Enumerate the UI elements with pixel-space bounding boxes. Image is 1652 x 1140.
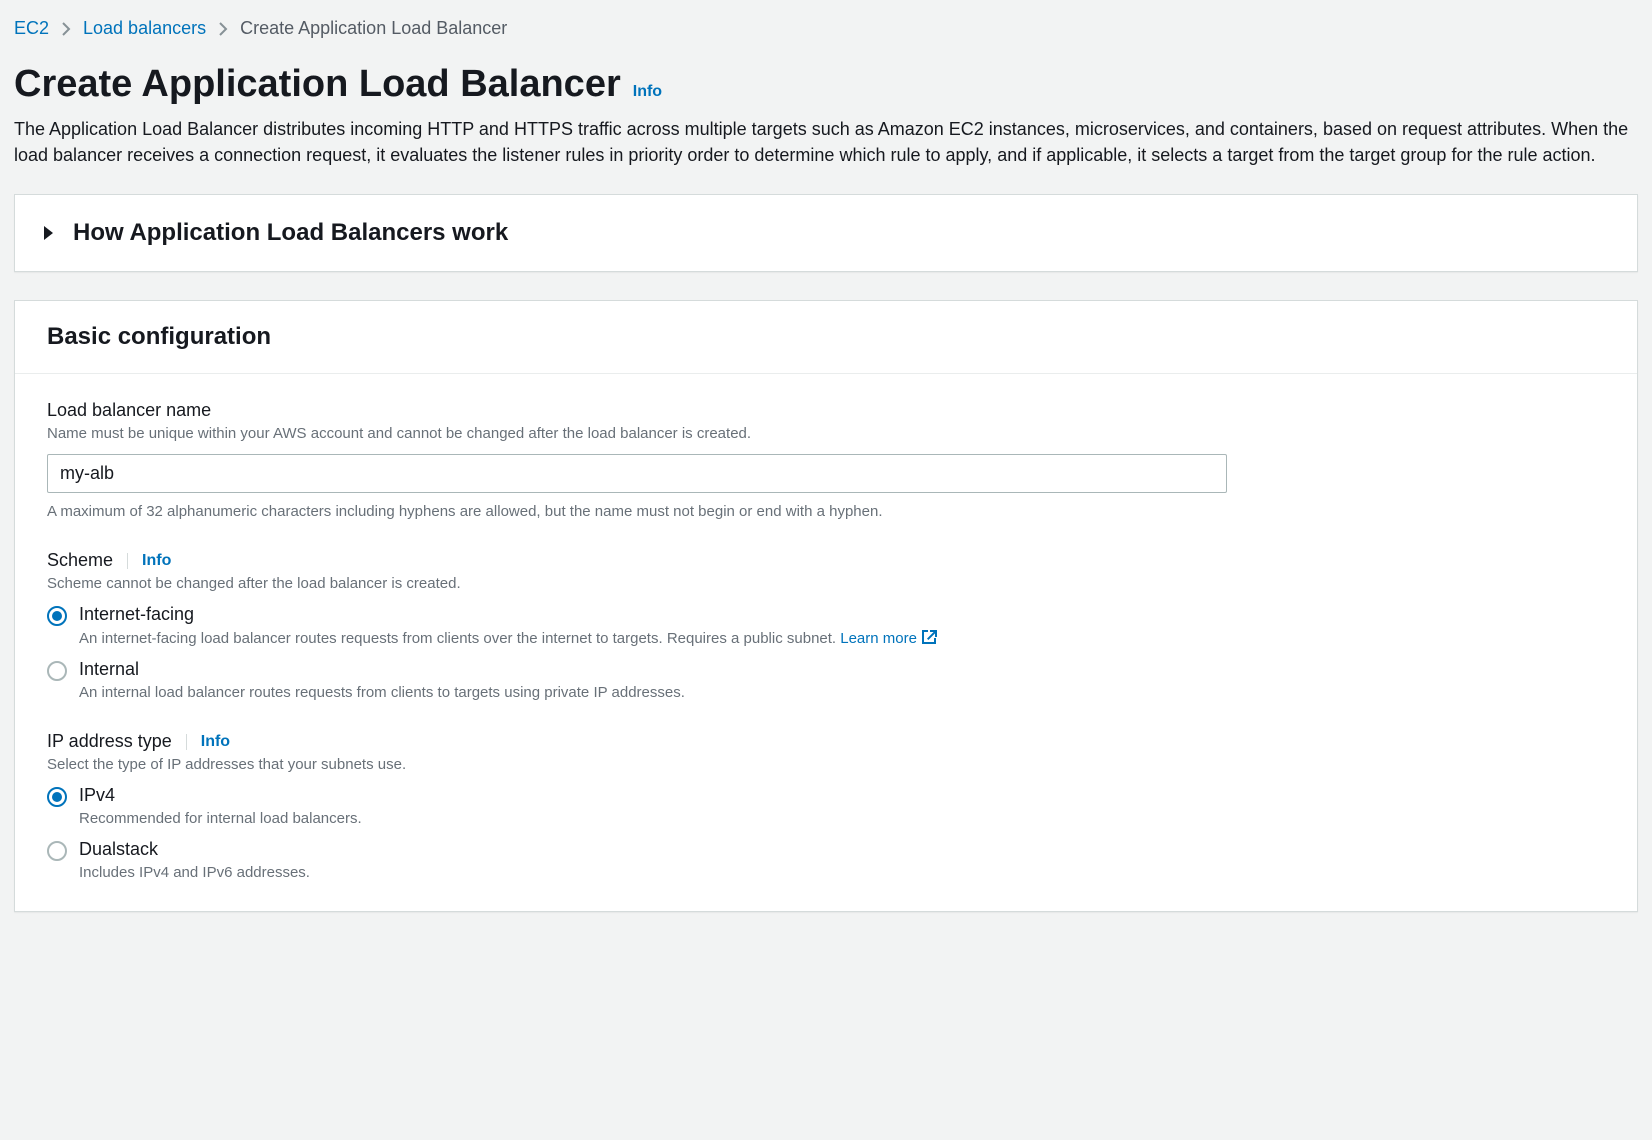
ip-type-option-desc: Includes IPv4 and IPv6 addresses. [79,864,310,881]
load-balancer-name-input[interactable] [47,454,1227,493]
page-title: Create Application Load Balancer [14,63,621,106]
scheme-info-link[interactable]: Info [127,553,171,569]
scheme-option-desc: An internet-facing load balancer routes … [79,629,937,647]
ip-type-label: IP address type [47,731,172,752]
scheme-sublabel: Scheme cannot be changed after the load … [47,575,1605,592]
radio-unselected-icon [47,661,67,681]
chevron-right-icon [61,22,71,36]
load-balancer-name-label: Load balancer name [47,400,1605,421]
ip-type-option-desc: Recommended for internal load balancers. [79,810,362,827]
info-link[interactable]: Info [633,83,662,101]
ip-type-sublabel: Select the type of IP addresses that you… [47,756,1605,773]
scheme-radio-internal[interactable]: Internal An internal load balancer route… [47,659,1605,701]
breadcrumb: EC2 Load balancers Create Application Lo… [14,18,1638,39]
breadcrumb-load-balancers[interactable]: Load balancers [83,18,206,39]
load-balancer-name-constraint: A maximum of 32 alphanumeric characters … [47,503,1605,520]
ip-type-option-label: IPv4 [79,785,362,806]
ip-type-radio-ipv4[interactable]: IPv4 Recommended for internal load balan… [47,785,1605,827]
chevron-right-icon [218,22,228,36]
scheme-option-label: Internet-facing [79,604,937,625]
scheme-option-label: Internal [79,659,685,680]
page-description: The Application Load Balancer distribute… [14,116,1638,168]
caret-right-icon [41,225,55,241]
how-alb-works-title: How Application Load Balancers work [73,219,508,247]
radio-selected-icon [47,787,67,807]
breadcrumb-ec2[interactable]: EC2 [14,18,49,39]
scheme-learn-more-link[interactable]: Learn more [840,630,937,647]
scheme-option-desc: An internal load balancer routes request… [79,684,685,701]
scheme-group: Scheme Info Scheme cannot be changed aft… [47,550,1605,701]
how-alb-works-toggle[interactable]: How Application Load Balancers work [15,195,1637,271]
scheme-label: Scheme [47,550,113,571]
ip-type-radio-dualstack[interactable]: Dualstack Includes IPv4 and IPv6 address… [47,839,1605,881]
basic-configuration-panel: Basic configuration Load balancer name N… [14,300,1638,912]
load-balancer-name-group: Load balancer name Name must be unique w… [47,400,1605,520]
load-balancer-name-sublabel: Name must be unique within your AWS acco… [47,425,1605,442]
how-alb-works-panel: How Application Load Balancers work [14,194,1638,272]
basic-configuration-heading: Basic configuration [47,323,1605,351]
radio-selected-icon [47,606,67,626]
radio-unselected-icon [47,841,67,861]
ip-type-option-label: Dualstack [79,839,310,860]
scheme-radio-internet-facing[interactable]: Internet-facing An internet-facing load … [47,604,1605,647]
breadcrumb-current: Create Application Load Balancer [240,18,507,39]
ip-type-group: IP address type Info Select the type of … [47,731,1605,881]
ip-type-info-link[interactable]: Info [186,734,230,750]
external-link-icon [921,629,937,645]
